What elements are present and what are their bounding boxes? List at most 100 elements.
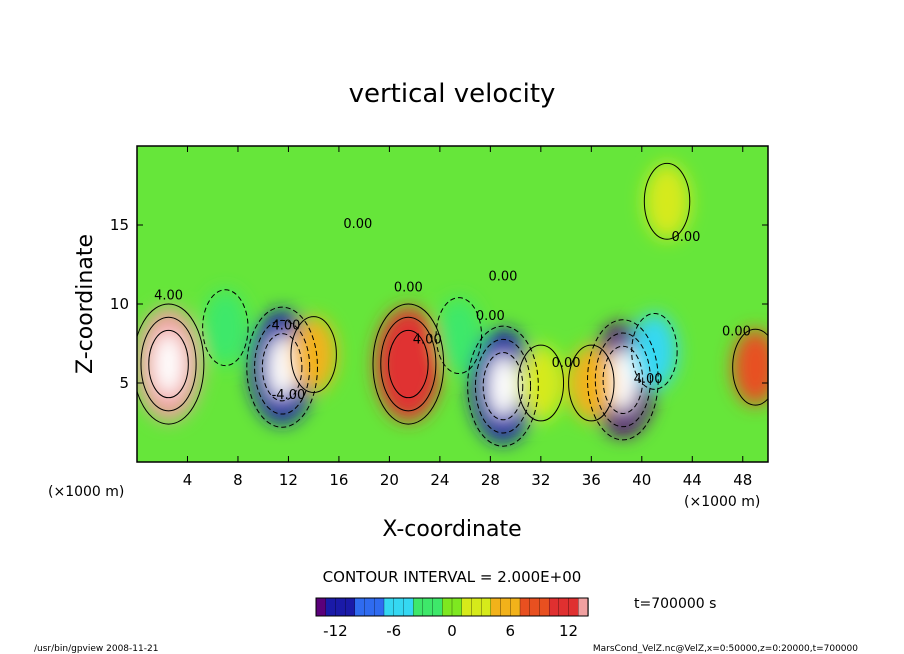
colorbar-tick-label: -6 — [386, 622, 401, 640]
colorbar-tick-label: 0 — [447, 622, 457, 640]
colorbar-tick-label: 12 — [559, 622, 578, 640]
contour-label: 0.00 — [671, 230, 700, 245]
contour-label: 4.00 — [154, 288, 183, 303]
y-unit-note: (×1000 m) — [48, 484, 124, 500]
contour-line — [261, 333, 303, 402]
x-tick-label: 8 — [233, 471, 243, 489]
contour-line — [631, 312, 678, 390]
colorbar-cell — [442, 597, 453, 617]
colorbar-cell — [422, 597, 434, 617]
y-tick-label: 15 — [110, 216, 129, 234]
contour-label: 0.00 — [343, 217, 372, 232]
contour-line — [643, 162, 691, 240]
colorbar: -12 -6 0 6 12 — [315, 597, 589, 640]
colorbar-cell — [548, 597, 560, 617]
contour-line — [202, 289, 249, 367]
data-cell-core — [488, 354, 518, 418]
contour-label: 0.00 — [476, 309, 505, 324]
contour-line — [140, 316, 197, 412]
colorbar-cell — [480, 597, 492, 617]
colorbar-cell — [335, 597, 346, 617]
x-tick-label: 12 — [279, 471, 298, 489]
chart-title: vertical velocity — [349, 79, 556, 109]
contour-label: 4.00 — [271, 318, 300, 333]
data-cell — [436, 297, 482, 374]
colorbar-tick-label: 6 — [506, 622, 516, 640]
x-tick-label: 28 — [481, 471, 500, 489]
data-cell — [375, 307, 442, 421]
x-tick-label: 20 — [380, 471, 399, 489]
data-cell-core — [608, 348, 638, 412]
contour-line — [587, 319, 659, 441]
colorbar-frame — [315, 597, 589, 617]
data-cell-core — [153, 332, 184, 396]
contour-label: 0.00 — [394, 280, 423, 295]
colorbar-cell — [354, 597, 366, 617]
colorbar-cell — [519, 597, 531, 617]
x-tick-label: 24 — [430, 471, 449, 489]
x-tick-label: 48 — [733, 471, 752, 489]
colorbar-cell — [403, 597, 414, 617]
contour-label: 0.00 — [722, 325, 751, 340]
colorbar-cell — [578, 597, 589, 617]
contour-line — [732, 328, 768, 406]
colorbar-cell — [451, 597, 463, 617]
data-cell — [644, 163, 690, 240]
data-cell — [518, 345, 564, 421]
contour-line — [435, 297, 483, 375]
colorbar-cell — [529, 597, 541, 617]
colorbar-cell — [383, 597, 395, 617]
contour-line — [602, 345, 644, 414]
colorbar-cell — [315, 597, 327, 617]
colorbar-cell — [539, 597, 550, 617]
time-label: t=700000 s — [634, 596, 716, 612]
contour-line — [517, 344, 565, 422]
data-cell — [202, 289, 249, 366]
y-tick-label: 10 — [110, 295, 129, 313]
x-tick-label: 4 — [183, 471, 193, 489]
x-tick-label: 36 — [582, 471, 601, 489]
x-tick-label: 40 — [632, 471, 651, 489]
colorbar-cell — [325, 597, 337, 617]
contour-interval: CONTOUR INTERVAL = 2.000E+00 — [323, 568, 582, 586]
colorbar-cell — [393, 597, 405, 617]
colorbar-tick-label: -12 — [323, 622, 348, 640]
footer-left: /usr/bin/gpview 2008-11-21 — [34, 644, 158, 654]
contour-label: 4.00 — [413, 333, 442, 348]
colorbar-cell — [461, 597, 473, 617]
contour-label: -4.00 — [272, 388, 306, 403]
colorbar-cell — [344, 597, 356, 617]
contour-line — [246, 306, 318, 428]
contour-line — [380, 316, 437, 412]
footer-right: MarsCond_VelZ.nc@VelZ,x=0:50000,z=0:2000… — [593, 644, 858, 654]
contour-label: 0.00 — [489, 269, 518, 284]
y-axis-label: Z-coordinate — [73, 234, 98, 374]
colorbar-cell — [558, 597, 570, 617]
x-tick-label: 32 — [531, 471, 550, 489]
contour-label: 0.00 — [552, 356, 581, 371]
x-tick-label: 44 — [683, 471, 702, 489]
contour-line — [388, 329, 429, 399]
x-axis-label: X-coordinate — [382, 517, 521, 542]
contour-line — [594, 332, 651, 428]
data-cell — [568, 345, 615, 421]
data-cell-core — [267, 335, 297, 399]
colorbar-cell — [374, 597, 385, 617]
colorbar-cell — [471, 597, 482, 617]
colorbar-cell — [364, 597, 375, 617]
colorbar-cell — [432, 597, 443, 617]
contour-line — [290, 316, 337, 393]
contour-line — [467, 325, 539, 447]
contour-label: 4.00 — [634, 372, 663, 387]
contour-line — [568, 344, 615, 422]
contour-line — [254, 319, 311, 415]
contour-line — [482, 352, 524, 421]
colorbar-cell — [568, 597, 579, 617]
x-axis: 4 8 12 16 20 24 28 32 36 40 44 48 — [183, 146, 752, 489]
y-axis: 5 10 15 — [110, 216, 768, 392]
colorbar-cell — [510, 597, 521, 617]
contour-line — [137, 303, 205, 425]
colorbar-cell — [412, 597, 424, 617]
plot-area: 4.00 4.00 4.00 4.00 0.00 0.00 0.00 0.00 0.00 0.00… — [136, 145, 769, 463]
